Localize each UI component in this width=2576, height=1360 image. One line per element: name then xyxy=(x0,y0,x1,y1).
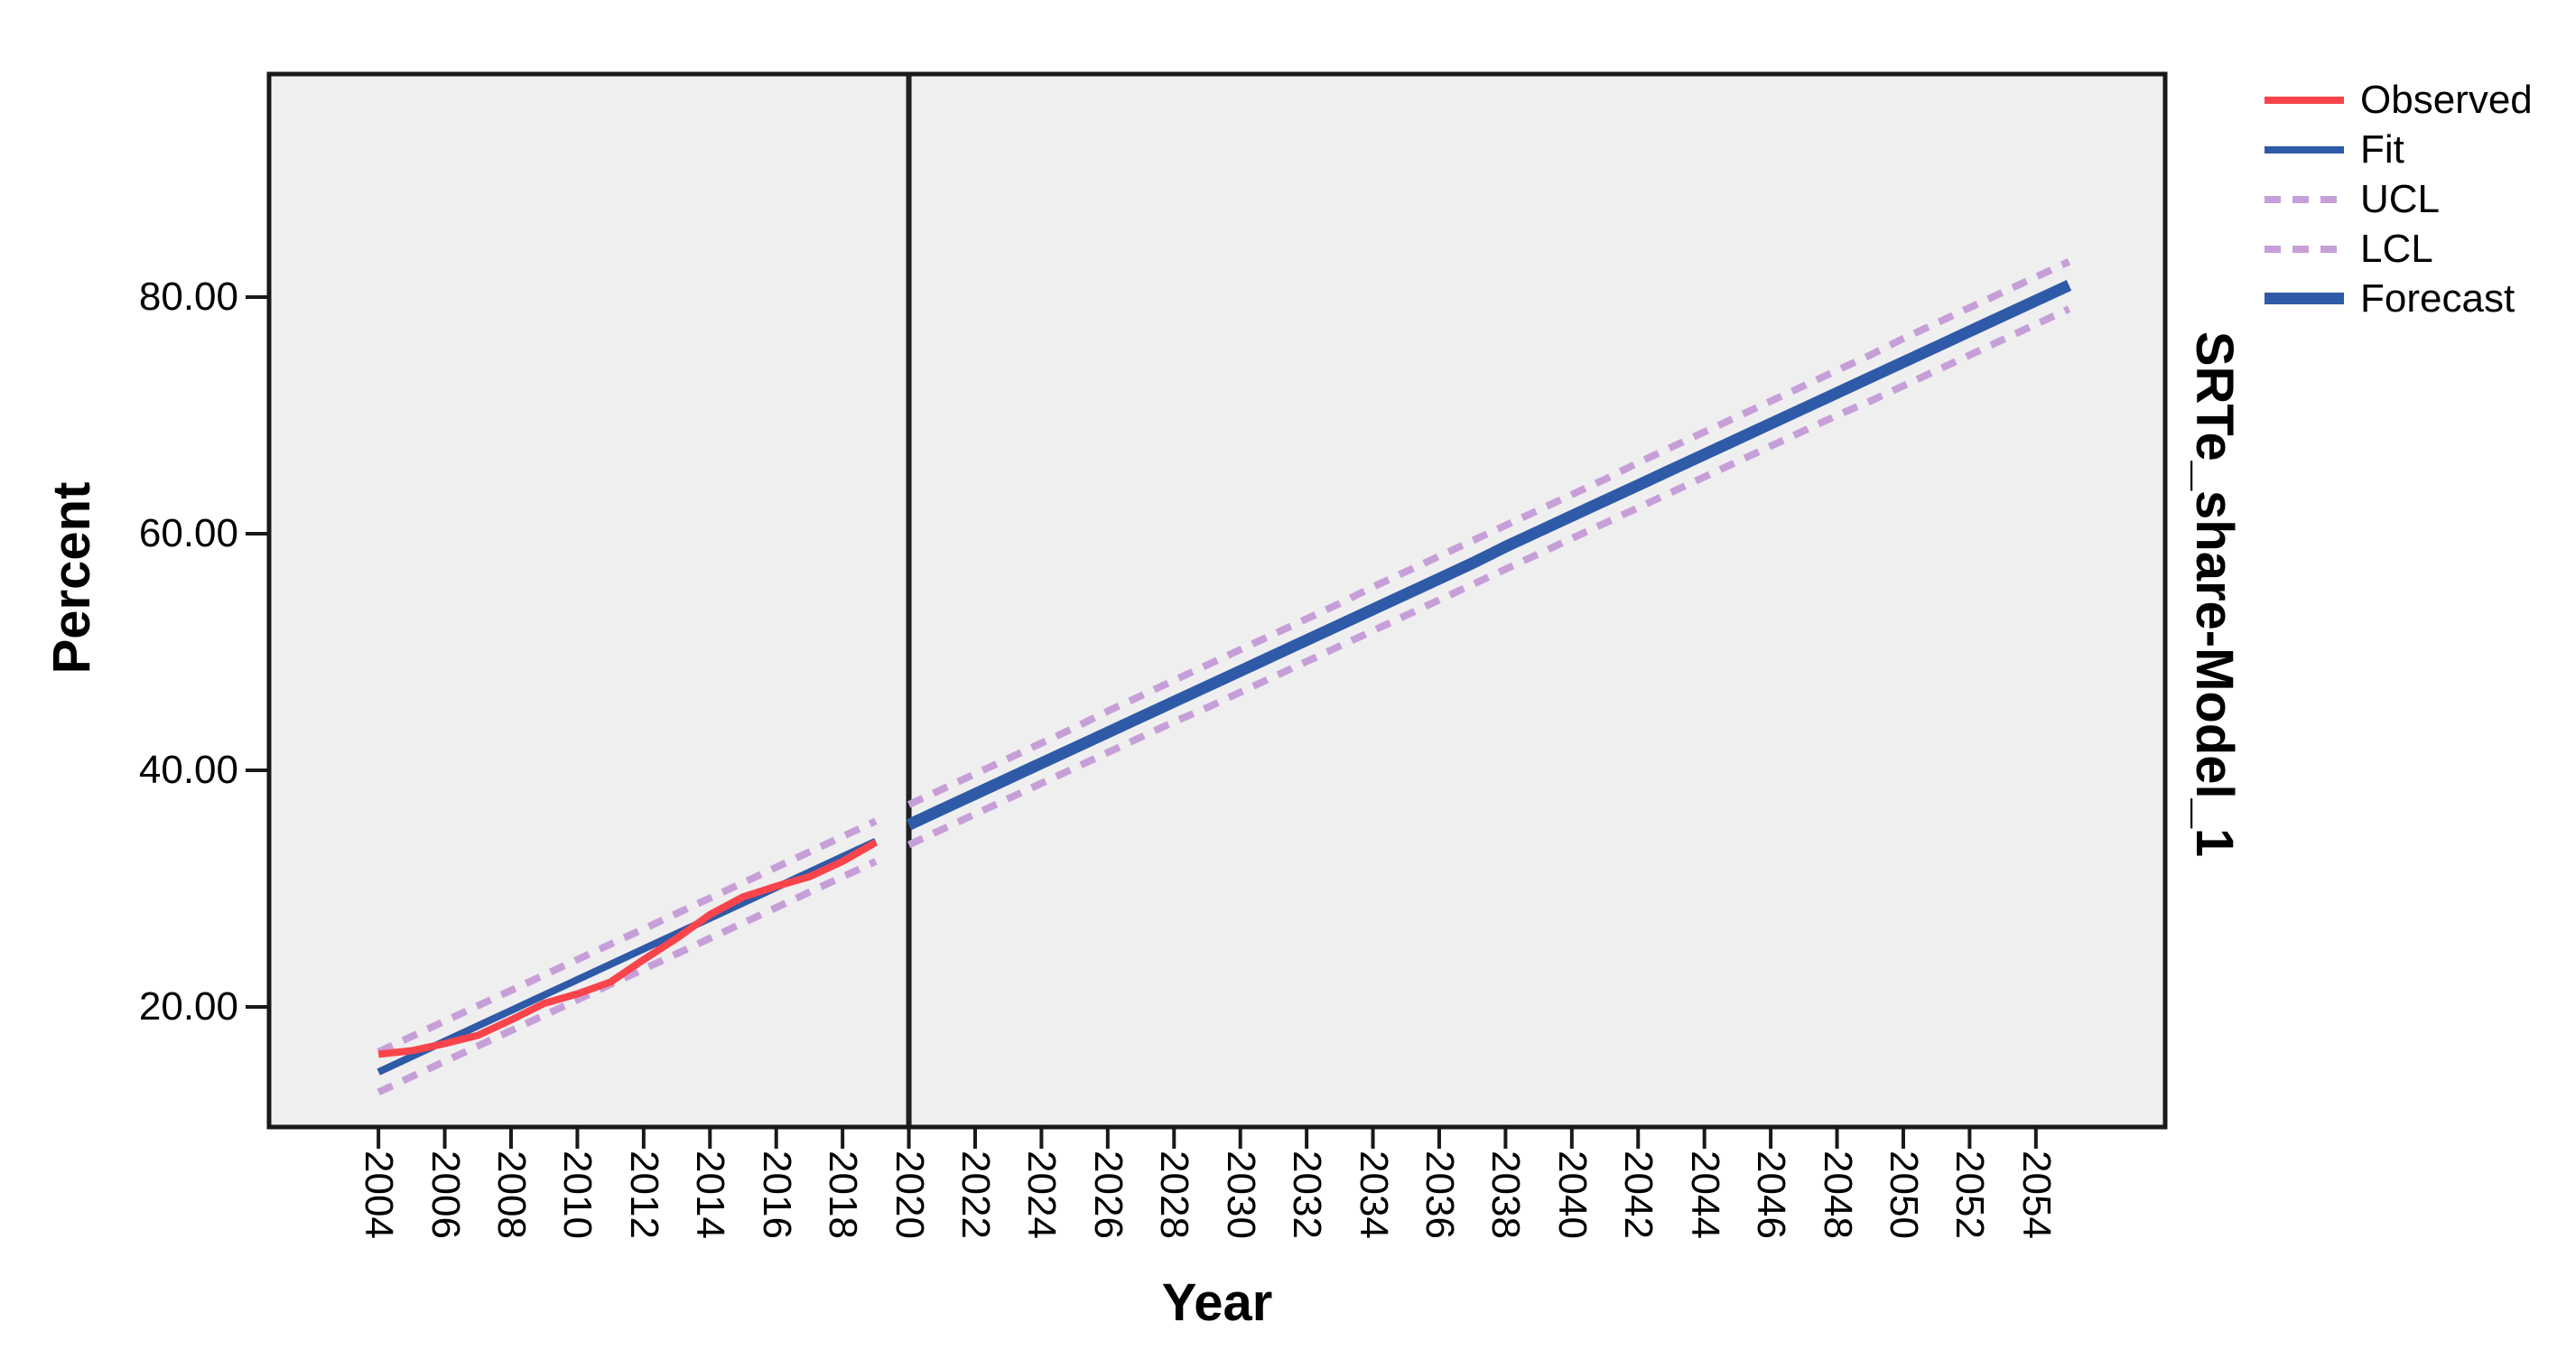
legend-item-ucl: UCL xyxy=(2264,174,2533,224)
x-tick-label: 2020 xyxy=(887,1150,932,1239)
x-tick-label: 2028 xyxy=(1152,1150,1197,1239)
x-tick-label: 2042 xyxy=(1616,1150,1661,1239)
x-tick-label: 2030 xyxy=(1218,1150,1263,1239)
x-tick-label: 2022 xyxy=(953,1150,998,1239)
x-tick-label: 2006 xyxy=(423,1150,468,1239)
x-tick-label: 2012 xyxy=(621,1150,666,1239)
x-tick-label: 2040 xyxy=(1549,1150,1595,1239)
legend: Observed Fit UCL LCL Forecast xyxy=(2264,75,2533,323)
x-tick-label: 2010 xyxy=(555,1150,600,1239)
forecast-line xyxy=(906,280,2072,831)
x-axis-title: Year xyxy=(1161,1273,1273,1332)
legend-label: UCL xyxy=(2360,176,2441,221)
legend-label: Fit xyxy=(2360,126,2404,172)
legend-swatch-observed xyxy=(2264,96,2344,104)
y-tick-label: 60.00 xyxy=(138,510,238,555)
legend-label: Forecast xyxy=(2360,275,2516,321)
x-tick-label: 2034 xyxy=(1351,1150,1396,1239)
x-tick-label: 2038 xyxy=(1483,1150,1529,1239)
x-tick-label: 2036 xyxy=(1417,1150,1462,1239)
x-tick-label: 2024 xyxy=(1019,1150,1065,1239)
legend-swatch-ucl xyxy=(2264,195,2344,203)
x-tick-label: 2048 xyxy=(1815,1150,1860,1239)
x-tick-label: 2050 xyxy=(1881,1150,1926,1239)
x-tick-label: 2014 xyxy=(688,1150,733,1239)
legend-item-lcl: LCL xyxy=(2264,224,2533,274)
x-tick-label: 2046 xyxy=(1749,1150,1794,1239)
legend-item-forecast: Forecast xyxy=(2264,274,2533,323)
x-tick-label: 2052 xyxy=(1948,1150,1993,1239)
y-axis-title: Percent xyxy=(42,481,101,675)
x-tick-label: 2016 xyxy=(754,1150,799,1239)
observed-line xyxy=(377,839,878,1058)
y-tick-label: 20.00 xyxy=(138,984,238,1029)
legend-item-fit: Fit xyxy=(2264,125,2533,174)
legend-label: Observed xyxy=(2360,77,2533,122)
ucl-line-seg1 xyxy=(907,258,2071,808)
x-tick-label: 2004 xyxy=(357,1150,402,1239)
legend-swatch-forecast xyxy=(2264,293,2344,304)
legend-label: LCL xyxy=(2360,226,2433,271)
lcl-line-seg0 xyxy=(377,858,878,1096)
x-tick-label: 2054 xyxy=(2013,1150,2059,1239)
y-tick-label: 80.00 xyxy=(138,274,238,319)
legend-swatch-fit xyxy=(2264,145,2344,154)
plot-area xyxy=(266,71,2168,1130)
model-label: SRTe_share-Model_1 xyxy=(2185,331,2244,858)
lcl-line-seg1 xyxy=(907,305,2071,849)
x-tick-label: 2026 xyxy=(1085,1150,1130,1239)
ucl-line-seg0 xyxy=(377,817,878,1056)
x-tick-label: 2032 xyxy=(1285,1150,1330,1239)
x-tick-label: 2008 xyxy=(489,1150,534,1239)
legend-swatch-lcl xyxy=(2264,245,2344,253)
legend-item-observed: Observed xyxy=(2264,75,2533,125)
x-tick-label: 2044 xyxy=(1682,1150,1727,1239)
y-tick-label: 40.00 xyxy=(138,748,238,792)
x-tick-label: 2018 xyxy=(821,1150,866,1239)
